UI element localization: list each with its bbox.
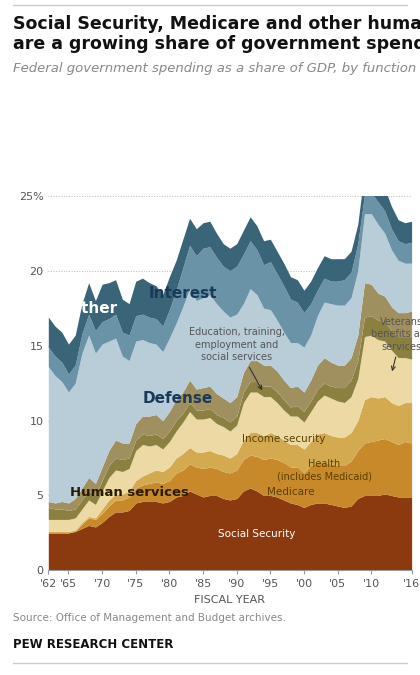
Text: Medicare: Medicare (267, 487, 314, 497)
Text: Income security: Income security (242, 433, 326, 443)
Text: Education, training,
employment and
social services: Education, training, employment and soci… (189, 327, 285, 389)
Text: PEW RESEARCH CENTER: PEW RESEARCH CENTER (13, 638, 173, 651)
Text: Health
(includes Medicaid): Health (includes Medicaid) (277, 459, 372, 481)
Text: Social Security: Social Security (218, 529, 296, 539)
Text: Social Security, Medicare and other human services: Social Security, Medicare and other huma… (13, 15, 420, 33)
X-axis label: FISCAL YEAR: FISCAL YEAR (194, 595, 265, 605)
Text: are a growing share of government spending: are a growing share of government spendi… (13, 35, 420, 53)
Text: Source: Office of Management and Budget archives.: Source: Office of Management and Budget … (13, 613, 286, 623)
Text: Interest: Interest (149, 286, 217, 300)
Text: Human services: Human services (70, 486, 189, 499)
Text: Other: Other (68, 300, 118, 316)
Text: Federal government spending as a share of GDP, by function: Federal government spending as a share o… (13, 62, 416, 75)
Text: Defense: Defense (142, 391, 213, 406)
Text: Veterans
benefits and
services: Veterans benefits and services (371, 317, 420, 370)
